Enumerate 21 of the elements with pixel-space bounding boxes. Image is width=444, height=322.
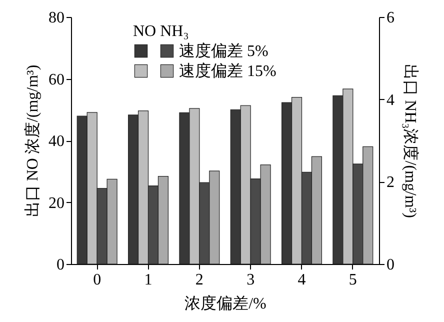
legend-title: NO NH₃: [133, 23, 189, 40]
y-tick-label: 80: [48, 10, 64, 26]
x-tick-label: 1: [144, 272, 152, 288]
x-tick-label: 5: [348, 272, 357, 288]
y-tick-label: 60: [48, 71, 64, 88]
legend-label: 速度偏差 15%: [179, 62, 276, 80]
legend-label: 速度偏差 5%: [179, 42, 268, 60]
y-tick-label: 0: [56, 256, 64, 274]
y2-tick-label: 0: [386, 256, 394, 274]
x-tick-label: 3: [246, 272, 255, 288]
y-axis-title: 出口 NO 浓度/(mg/m³): [24, 64, 42, 218]
y-tick-label: 20: [48, 194, 64, 212]
x-axis-title: 浓度偏差/%: [184, 294, 266, 312]
y-tick-label: 40: [48, 133, 64, 150]
y2-tick-label: 2: [386, 174, 394, 192]
x-tick-label: 0: [93, 272, 102, 288]
y2-tick-label: 4: [386, 92, 394, 109]
y2-tick-label: 6: [386, 10, 394, 26]
x-tick-label: 4: [298, 272, 306, 288]
y2-axis-title: 出口 NH₃浓度/(mg/m³): [402, 64, 420, 218]
x-tick-label: 2: [195, 272, 204, 288]
